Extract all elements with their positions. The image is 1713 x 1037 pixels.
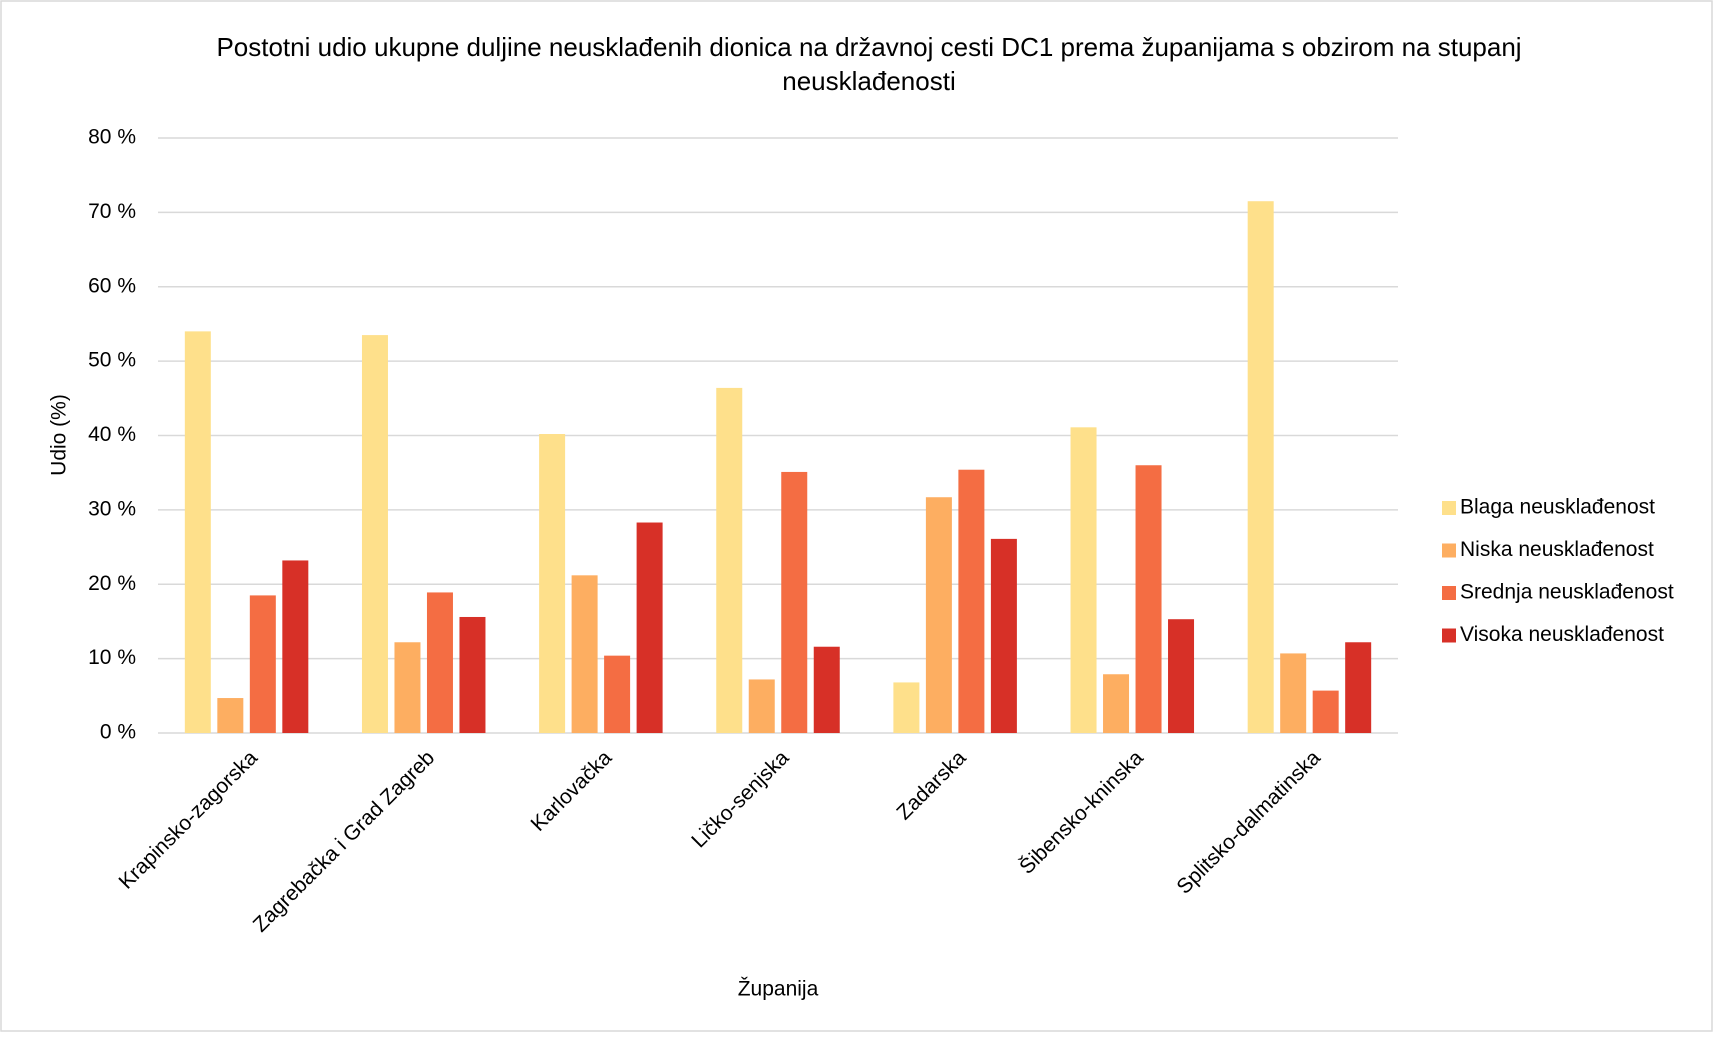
x-tick-label: Krapinsko-zagorska: [115, 746, 263, 894]
legend-swatch: [1442, 586, 1456, 600]
bar: [1345, 642, 1372, 733]
bar: [282, 560, 309, 733]
bar: [604, 655, 631, 733]
bar: [217, 698, 244, 733]
bar: [781, 471, 808, 733]
legend-label: Blaga neusklađenost: [1460, 496, 1655, 519]
bar: [813, 646, 840, 733]
x-tick-label: Karlovačka: [527, 746, 617, 836]
x-tick-label: Šibensko-kninska: [1015, 746, 1148, 879]
bar: [716, 387, 743, 733]
bar: [1168, 619, 1195, 733]
y-tick-label: 50 %: [88, 349, 136, 372]
bar: [925, 497, 952, 733]
bar: [1103, 674, 1130, 733]
bar: [1312, 690, 1339, 733]
bar: [1280, 653, 1307, 733]
y-tick-label: 70 %: [88, 200, 136, 223]
y-tick-label: 0 %: [100, 721, 136, 744]
bar: [958, 469, 985, 733]
bar: [361, 335, 388, 733]
bar: [1070, 427, 1097, 733]
y-tick-label: 20 %: [88, 572, 136, 595]
chart-title: Postotni udio ukupne duljine neusklađeni…: [216, 32, 1522, 96]
bar: [249, 595, 276, 733]
legend-swatch: [1442, 543, 1456, 558]
legend-swatch: [1442, 628, 1456, 643]
y-tick-label: 80 %: [88, 126, 136, 149]
bar: [426, 592, 453, 733]
y-tick-label: 30 %: [88, 497, 136, 520]
bar: [1247, 201, 1274, 733]
bar: [184, 331, 211, 733]
y-tick-label: 10 %: [88, 646, 136, 669]
bar: [748, 679, 775, 733]
bar: [394, 642, 421, 733]
legend-swatch: [1442, 501, 1456, 515]
bar: [539, 434, 566, 733]
bar: [459, 616, 486, 733]
x-tick-label: Zadarska: [892, 746, 970, 824]
x-tick-label: Ličko-senjska: [687, 746, 793, 852]
bar: [893, 682, 920, 733]
y-tick-label: 40 %: [88, 423, 136, 446]
bar: [1135, 465, 1162, 733]
x-tick-label: Splitsko-dalmatinska: [1172, 746, 1325, 899]
bar: [990, 538, 1017, 733]
legend-label: Srednja neusklađenost: [1460, 581, 1674, 604]
legend-label: Niska neusklađenost: [1460, 538, 1654, 561]
x-tick-label: Zagrebačka i Grad Zagreb: [249, 746, 439, 936]
x-axis-title: Županija: [738, 978, 819, 1001]
bar: [636, 522, 663, 733]
bar: [571, 575, 598, 733]
y-tick-label: 60 %: [88, 274, 136, 297]
legend-label: Visoka neusklađenost: [1460, 623, 1664, 646]
y-axis-title: Udio (%): [48, 394, 71, 476]
